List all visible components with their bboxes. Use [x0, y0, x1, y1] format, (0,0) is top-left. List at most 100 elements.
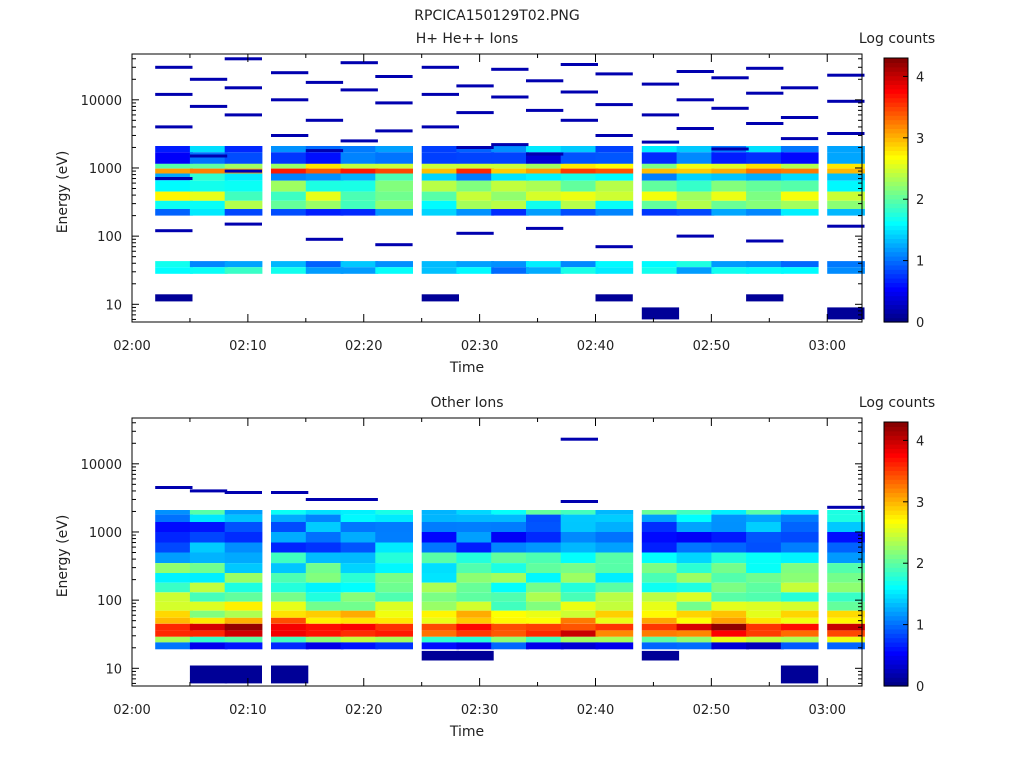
heatmap-cell — [491, 636, 529, 643]
colorbar-segment — [884, 154, 908, 160]
heatmap-cell — [491, 582, 529, 593]
colorbar-segment — [884, 611, 908, 617]
colorbar-segment — [884, 220, 908, 226]
heatmap-cell — [746, 542, 784, 553]
heatmap-cell — [421, 573, 460, 583]
heatmap-cell — [375, 636, 413, 643]
heatmap-cell — [780, 522, 819, 532]
heatmap-cell — [827, 180, 865, 192]
low-energy-block — [421, 650, 459, 661]
heatmap-cell — [780, 642, 819, 650]
heatmap-cell — [595, 522, 634, 532]
heatmap-cell — [224, 617, 263, 624]
sparse-count-line — [827, 99, 865, 103]
heatmap-cell — [526, 522, 564, 532]
heatmap-cell — [271, 552, 309, 564]
heatmap-cell — [491, 532, 529, 543]
heatmap-cell — [676, 152, 715, 164]
heatmap-cell — [340, 168, 379, 174]
heatmap-cell — [746, 168, 784, 174]
heatmap-cell — [375, 152, 413, 164]
heatmap-cell — [305, 173, 344, 181]
colorbar-segment — [884, 124, 908, 129]
heatmap-cell — [189, 532, 228, 543]
heatmap-cell — [421, 636, 460, 643]
heatmap-cell — [746, 152, 784, 164]
heatmap-cell — [305, 510, 344, 515]
heatmap-cell — [375, 191, 413, 201]
heatmap-cell — [189, 522, 228, 532]
heatmap-cell — [560, 563, 599, 574]
heatmap-cell — [711, 592, 750, 602]
heatmap-cell — [271, 601, 309, 611]
heatmap-cell — [456, 636, 495, 643]
colorbar-tick-label: 0 — [916, 316, 924, 331]
heatmap-cell — [375, 267, 413, 274]
heatmap-cell — [456, 542, 495, 553]
colorbar-segment — [884, 492, 908, 498]
heatmap-cell — [560, 168, 599, 174]
heatmap-cell — [526, 592, 564, 602]
heatmap-cell — [421, 267, 460, 274]
heatmap-cell — [340, 563, 379, 574]
heatmap-cell — [340, 601, 379, 611]
heatmap-cell — [746, 514, 784, 522]
heatmap-cell — [375, 532, 413, 543]
colorbar-segment — [884, 256, 908, 261]
heatmap-cell — [526, 582, 564, 593]
heatmap-cell — [491, 514, 529, 522]
heatmap-cell — [456, 191, 495, 201]
heatmap-cell — [305, 267, 344, 274]
heatmap-cell — [421, 542, 460, 553]
heatmap-cell — [189, 610, 228, 618]
heatmap-cell — [189, 191, 228, 201]
heatmap-cell — [271, 522, 309, 532]
heatmap-cell — [526, 601, 564, 611]
heatmap-cell — [827, 573, 865, 583]
heatmap-cell — [641, 522, 680, 532]
heatmap-cell — [375, 542, 413, 553]
heatmap-cell — [271, 563, 309, 574]
heatmap-cell — [827, 636, 865, 643]
sparse-count-line — [155, 486, 193, 489]
heatmap-cell — [375, 209, 413, 216]
colorbar-frame — [883, 421, 909, 687]
sparse-count-line — [224, 169, 262, 173]
sparse-count-line — [305, 118, 344, 122]
heatmap-cell — [340, 191, 379, 201]
heatmap-cell — [827, 522, 865, 532]
heatmap-cell — [456, 532, 495, 543]
heatmap-cell — [224, 610, 263, 618]
colorbar-segment — [884, 439, 908, 445]
colorbar-segment — [884, 198, 908, 204]
sparse-count-line — [340, 498, 378, 501]
y-tick-label: 10000 — [81, 94, 122, 109]
colorbar-segment — [884, 286, 908, 292]
heatmap-cell — [340, 146, 379, 153]
heatmap-cell — [560, 601, 599, 611]
colorbar-segment — [884, 295, 908, 301]
heatmap-cell — [641, 168, 680, 174]
heatmap-cell — [375, 163, 413, 169]
heatmap-cell — [340, 617, 379, 624]
low-energy-block — [746, 294, 784, 302]
heatmap-cell — [560, 592, 599, 602]
heatmap-cell — [189, 180, 228, 192]
heatmap-cell — [676, 592, 715, 602]
heatmap-cell — [271, 200, 309, 209]
heatmap-cell — [271, 610, 309, 618]
colorbar: 0 1 2 3 4 Log counts — [859, 31, 935, 331]
sparse-count-line — [676, 234, 714, 238]
heatmap-cell — [375, 261, 413, 268]
colorbar-tick-label: 1 — [916, 255, 924, 270]
heatmap-cell — [340, 180, 379, 192]
heatmap-cell — [560, 209, 599, 216]
sparse-count-line — [827, 224, 865, 228]
heatmap-cell — [641, 610, 680, 618]
colorbar-tick-label: 2 — [916, 557, 924, 572]
heatmap-cell — [746, 636, 784, 643]
heatmap-cell — [746, 191, 784, 201]
x-tick-label: 02:50 — [693, 339, 730, 354]
x-tick-label: 02:00 — [113, 703, 150, 718]
